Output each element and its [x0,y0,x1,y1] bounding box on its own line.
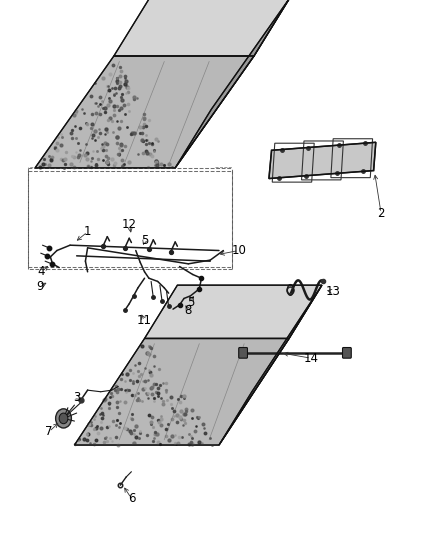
Polygon shape [145,285,322,338]
Text: 7: 7 [45,425,53,438]
Text: 14: 14 [304,352,318,365]
Circle shape [59,413,68,424]
Text: 1: 1 [84,225,92,238]
Polygon shape [269,142,376,179]
Text: 6: 6 [127,492,135,505]
FancyBboxPatch shape [343,348,351,358]
Text: 4: 4 [38,265,46,278]
Polygon shape [74,338,289,445]
Circle shape [56,409,71,428]
Text: 13: 13 [325,285,340,298]
Text: 10: 10 [231,244,246,257]
Text: 5: 5 [141,235,148,247]
Text: 9: 9 [36,280,44,293]
Polygon shape [35,56,254,168]
Text: 8: 8 [185,304,192,317]
FancyBboxPatch shape [239,348,247,358]
Polygon shape [114,0,290,56]
Text: 5: 5 [187,296,194,309]
Polygon shape [175,0,290,168]
Text: 2: 2 [377,207,385,220]
Text: 3: 3 [73,391,80,403]
Text: 12: 12 [122,219,137,231]
Polygon shape [219,285,322,445]
Text: 11: 11 [137,314,152,327]
